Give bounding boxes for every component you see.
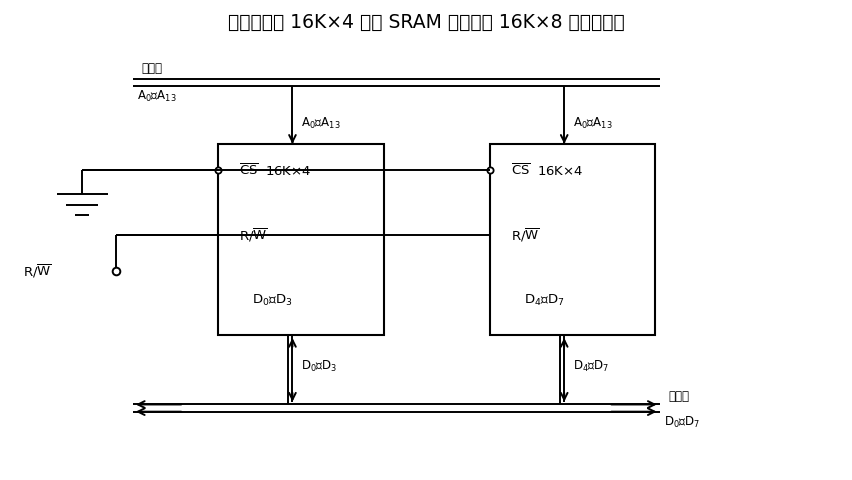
Text: A$_0$～A$_{13}$: A$_0$～A$_{13}$ (573, 115, 613, 130)
Text: D$_0$～D$_3$: D$_0$～D$_3$ (252, 292, 292, 307)
Text: D$_0$～D$_3$: D$_0$～D$_3$ (301, 358, 337, 373)
Text: D$_0$～D$_7$: D$_0$～D$_7$ (664, 414, 700, 429)
Text: 数据线: 数据线 (668, 389, 689, 402)
Text: R/$\overline{\rm W}$: R/$\overline{\rm W}$ (239, 227, 268, 244)
Text: D$_4$～D$_7$: D$_4$～D$_7$ (524, 292, 564, 307)
Text: R/$\overline{\rm W}$: R/$\overline{\rm W}$ (511, 227, 539, 244)
Text: A$_0$～A$_{13}$: A$_0$～A$_{13}$ (137, 88, 177, 103)
Bar (490, 144, 655, 336)
Text: A$_0$～A$_{13}$: A$_0$～A$_{13}$ (301, 115, 341, 130)
Text: 地址线: 地址线 (141, 61, 163, 74)
Text: $\overline{\rm CS}$  16K×4: $\overline{\rm CS}$ 16K×4 (239, 163, 312, 179)
Text: R/$\overline{\rm W}$: R/$\overline{\rm W}$ (23, 263, 51, 280)
Text: $\overline{\rm CS}$  16K×4: $\overline{\rm CS}$ 16K×4 (511, 163, 584, 179)
Text: 例如：使用 16K×4 位的 SRAM 芯片组成 16K×8 位的存储器: 例如：使用 16K×4 位的 SRAM 芯片组成 16K×8 位的存储器 (227, 13, 625, 32)
Bar (218, 144, 383, 336)
Text: D$_4$～D$_7$: D$_4$～D$_7$ (573, 358, 609, 373)
